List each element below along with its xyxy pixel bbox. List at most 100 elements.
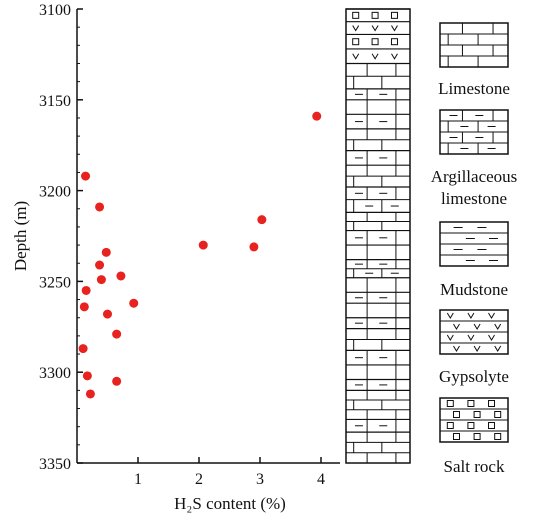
legend-swatch: [439, 109, 509, 155]
gypsum-mark: [473, 323, 481, 330]
data-point: [95, 260, 105, 270]
legend-item-salt: Salt rock: [439, 397, 509, 476]
gypsum-mark: [352, 53, 360, 60]
legend-item-mudstone: Mudstone: [439, 221, 509, 299]
salt-mark: [488, 422, 496, 429]
legend-label-line2: limestone: [441, 189, 507, 208]
lithology-interval-limestone: [346, 277, 410, 293]
lithology-interval-limestone: [346, 164, 410, 187]
data-point: [112, 376, 122, 386]
lithology-interval-argillaceous: [346, 150, 410, 166]
salt-mark: [467, 422, 475, 429]
lithology-interval-argillaceous: [346, 378, 410, 391]
y-tick-label: 3200: [39, 184, 71, 201]
y-tick-label: 3150: [39, 93, 71, 110]
data-point: [85, 389, 95, 399]
lithology-interval-limestone: [346, 211, 410, 231]
legend-swatch: [439, 22, 509, 68]
lithology-interval-limestone: [346, 244, 410, 260]
lithology-interval-argillaceous: [346, 291, 410, 304]
gypsum-mark: [488, 334, 495, 341]
data-point: [81, 285, 91, 295]
gypsum-mark: [453, 345, 460, 352]
gypsum-mark: [446, 312, 454, 319]
gypsum-mark: [391, 53, 398, 60]
y-axis-title: Depth (m): [11, 201, 30, 271]
gypsum-mark: [391, 25, 398, 32]
data-point: [312, 111, 322, 121]
gypsum-mark: [467, 312, 475, 319]
lithology-interval-limestone: [346, 302, 410, 318]
lithology-legend: Limestone Argillaceous limestone Mudstone Gy…: [431, 22, 518, 476]
data-point: [78, 344, 88, 354]
salt-mark: [390, 11, 398, 19]
gypsum-mark: [453, 323, 460, 330]
legend-item-argillaceous: Argillaceous limestone: [431, 109, 518, 208]
legend-label: Salt rock: [444, 457, 505, 476]
legend-swatch: [439, 309, 509, 355]
legend-swatch: [439, 397, 509, 443]
y-tick-label: 3300: [39, 365, 71, 382]
x-tick-label: 4: [317, 471, 325, 488]
legend-swatch: [439, 221, 509, 267]
scatter-plot: 3100 3150 3200 3250 3300 3350 1 2 3 4 Depth (m) H₂S…: [11, 2, 340, 513]
legend-item-limestone: Limestone: [438, 22, 510, 98]
data-point: [257, 215, 267, 225]
y-tick-label: 3350: [39, 456, 71, 473]
salt-mark: [390, 38, 398, 46]
gypsum-mark: [494, 345, 502, 352]
lithology-interval-limestone: [346, 99, 410, 115]
gypsum-mark: [371, 25, 379, 32]
x-axis-title: H₂S content (%): [174, 494, 286, 513]
x-tick-label: 3: [256, 471, 264, 488]
gypsum-mark: [352, 25, 360, 32]
lithology-interval-argillaceous: [346, 259, 410, 278]
salt-mark: [452, 433, 460, 440]
data-point: [81, 171, 91, 181]
lithology-interval-argillaceous: [346, 349, 410, 365]
salt-mark: [494, 433, 502, 440]
salt-mark: [473, 433, 481, 440]
lithology-interval-argillaceous: [346, 186, 410, 213]
lithology-interval-limestone: [346, 328, 410, 351]
lithology-interval-argillaceous: [346, 113, 410, 129]
data-point: [198, 240, 208, 250]
salt-mark: [467, 400, 475, 407]
data-point: [101, 247, 111, 257]
salt-mark: [352, 11, 360, 19]
salt-mark: [452, 411, 460, 418]
gypsum-mark: [473, 345, 481, 352]
gypsum-mark: [446, 334, 454, 341]
salt-mark: [371, 11, 379, 19]
lithology-interval-argillaceous: [346, 88, 410, 100]
legend-item-gypsum: Gypsolyte: [439, 309, 509, 386]
data-point: [116, 271, 126, 281]
salt-mark: [352, 38, 360, 46]
lithology-interval-limestone: [346, 128, 410, 151]
salt-mark: [446, 400, 454, 407]
x-tick-label: 2: [195, 471, 203, 488]
x-tick-label: 1: [134, 471, 142, 488]
legend-label-line1: Argillaceous: [431, 167, 518, 186]
salt-mark: [494, 411, 502, 418]
data-point: [249, 242, 259, 252]
salt-mark: [473, 411, 481, 418]
data-point: [82, 371, 92, 381]
lithology-interval-argillaceous: [346, 418, 410, 433]
legend-label: Gypsolyte: [439, 367, 509, 386]
lithology-interval-gypsum: [346, 48, 410, 60]
lithology-interval-salt: [346, 33, 410, 46]
gypsum-mark: [494, 323, 502, 330]
gypsum-mark: [467, 334, 475, 341]
lithology-interval-limestone: [346, 431, 410, 463]
data-point: [112, 329, 122, 339]
gypsum-mark: [371, 53, 379, 60]
lithology-interval-limestone: [346, 62, 410, 89]
legend-label: Limestone: [438, 79, 510, 98]
legend-label: Mudstone: [440, 280, 508, 299]
salt-mark: [446, 422, 454, 429]
data-point: [79, 302, 89, 312]
lithology-interval-argillaceous: [346, 317, 410, 329]
gypsum-mark: [488, 312, 495, 319]
data-point: [103, 309, 112, 319]
